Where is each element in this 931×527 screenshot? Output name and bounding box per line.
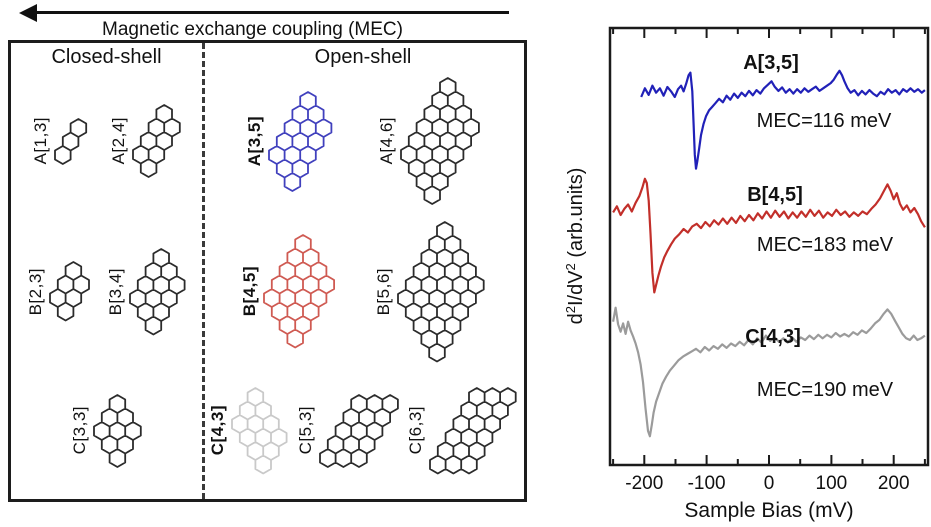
row-A-closed-cell: A[1,3] A[2,4] (11, 67, 202, 215)
spectrum-line (640, 69, 926, 170)
molecule-A[1,3]: A[1,3] (31, 117, 89, 166)
molecule-label: B[3,4] (106, 267, 125, 316)
series-mec-label: MEC=116 meV (757, 110, 892, 132)
molecule-structure (397, 220, 485, 362)
molecule-label: A[2,4] (109, 117, 128, 165)
molecule-structure (49, 261, 90, 322)
molecule-structure (428, 386, 517, 474)
molecule-row-B: B[2,3] B[3,4] B[4,5] B[5,6] (11, 219, 524, 364)
series-mec-label: MEC=190 meV (757, 379, 894, 401)
y-axis-title: d2I/dV2 (arb.units) (563, 168, 587, 325)
molecule-B[4,5]: B[4,5] (240, 233, 337, 350)
molecule-C[4,3]: C[4,3] (208, 386, 289, 476)
x-tick-label: -200 (625, 473, 663, 494)
molecule-structure (132, 104, 181, 178)
spectrum-line (612, 306, 926, 438)
series-name-label: C[4,3] (745, 326, 801, 348)
molecule-label: C[5,3] (295, 406, 315, 455)
row-B-closed-cell: B[2,3] B[3,4] (11, 219, 202, 364)
x-axis-title: Sample Bias (mV) (684, 499, 853, 522)
molecule-structure (268, 90, 333, 192)
molecule-A[4,6]: A[4,6] (377, 76, 481, 206)
molecule-label: A[1,3] (31, 117, 50, 165)
open-shell-header: Open-shell (314, 46, 412, 68)
molecule-structure (129, 247, 186, 335)
molecule-A[2,4]: A[2,4] (109, 103, 182, 179)
row-A-open-cell: A[3,5] A[4,6] (202, 67, 524, 215)
molecule-label: C[6,3] (405, 406, 425, 455)
molecule-panel: Closed-shell Open-shell A[1,3] A[2,4] A[3… (8, 40, 527, 502)
molecule-label: B[4,5] (239, 266, 259, 317)
mec-arrow-label: Magnetic exchange coupling (MEC) (102, 19, 403, 40)
molecule-row-C: C[3,3] C[4,3] C[5,3] C[6,3] (11, 363, 524, 498)
curve-B[4,5]: B[4,5] MEC=183 meV (612, 177, 926, 294)
mec-arrow-line (30, 11, 509, 14)
molecule-label: B[2,3] (26, 267, 45, 316)
molecule-structure (262, 234, 335, 349)
series-name-label: B[4,5] (747, 184, 803, 206)
spectra-chart: -200 -100 0 100 200 Sample Bias (mV) d2I/dV2 (… (563, 26, 930, 522)
dashed-divider (202, 43, 205, 499)
molecule-C[6,3]: C[6,3] (406, 386, 518, 476)
x-tick-label: 0 (764, 473, 775, 494)
molecule-B[3,4]: B[3,4] (106, 247, 187, 337)
molecule-A[3,5]: A[3,5] (245, 90, 334, 193)
molecule-label: A[4,6] (377, 117, 396, 165)
curve-C[4,3]: C[4,3] MEC=190 meV (612, 306, 926, 438)
molecule-label: B[5,6] (374, 267, 394, 316)
row-B-open-cell: B[4,5] B[5,6] (202, 219, 524, 364)
molecule-label: C[3,3] (70, 406, 89, 455)
series-mec-label: MEC=183 meV (757, 234, 894, 256)
curve-A[3,5]: A[3,5] MEC=116 meV (640, 52, 926, 170)
x-tick-label: 200 (878, 473, 910, 494)
molecule-structure (400, 77, 480, 205)
molecule-structure (54, 117, 88, 165)
molecule-structure (93, 393, 142, 468)
molecule-B[2,3]: B[2,3] (26, 260, 91, 323)
x-tick-label: 100 (816, 473, 848, 494)
series-name-label: A[3,5] (743, 52, 799, 74)
arrow-head-left-icon (19, 4, 37, 22)
molecule-C[5,3]: C[5,3] (296, 393, 400, 469)
molecule-structure (318, 393, 399, 468)
molecule-structure (231, 386, 288, 474)
molecule-C[3,3]: C[3,3] (70, 393, 143, 469)
row-C-open-cell: C[4,3] C[5,3] C[6,3] (202, 363, 524, 498)
molecule-label: C[4,3] (208, 405, 228, 456)
molecule-B[5,6]: B[5,6] (374, 220, 486, 364)
molecule-label: A[3,5] (245, 115, 264, 167)
closed-shell-header: Closed-shell (51, 46, 162, 68)
spectrum-line (612, 177, 926, 294)
row-C-closed-cell: C[3,3] (11, 363, 202, 498)
x-tick-label: -100 (688, 473, 726, 494)
molecule-row-A: A[1,3] A[2,4] A[3,5] A[4,6] (11, 67, 524, 215)
